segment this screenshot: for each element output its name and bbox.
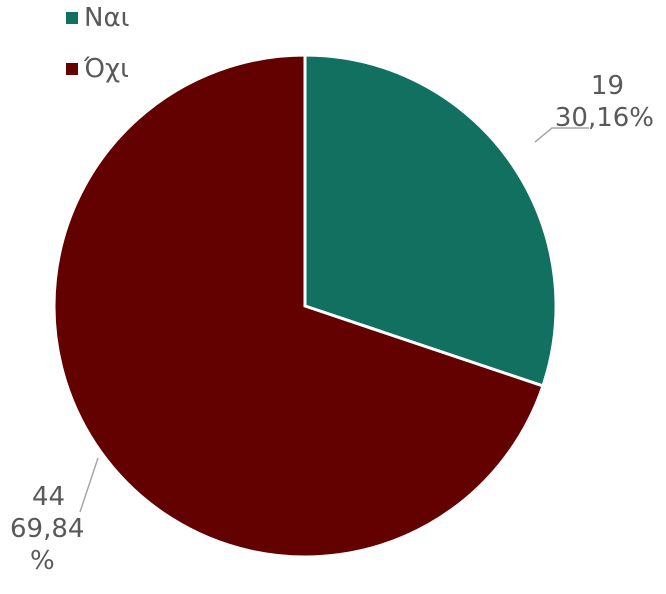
legend-swatch-no (66, 63, 78, 75)
legend-item-yes: Ναι (66, 5, 129, 31)
data-label-yes: 19 30,16% (555, 70, 654, 134)
pie-slice-no (52, 53, 545, 559)
data-label-no: 44 69,84 % (10, 481, 84, 577)
pie-slice-yes (303, 53, 558, 388)
pie-slices (52, 53, 558, 559)
data-label-no-value: 44 (32, 482, 66, 512)
legend-swatch-yes (66, 12, 78, 24)
data-label-yes-percent: 30,16% (554, 103, 654, 133)
leader-line-no (79, 457, 99, 513)
legend-item-no: Όχι (66, 56, 129, 82)
legend-label-yes: Ναι (84, 3, 130, 33)
data-label-no-percent-line1: 69,84 (10, 514, 85, 544)
data-label-yes-value: 19 (590, 71, 624, 101)
data-label-no-percent-line2: % (30, 546, 55, 576)
leader-line-yes (534, 127, 589, 143)
legend-label-no: Όχι (84, 54, 129, 84)
